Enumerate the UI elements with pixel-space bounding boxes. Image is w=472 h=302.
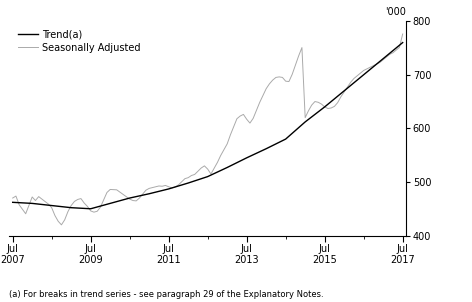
Text: (a) For breaks in trend series - see paragraph 29 of the Explanatory Notes.: (a) For breaks in trend series - see par…: [9, 290, 324, 299]
Text: '000: '000: [385, 7, 406, 17]
Legend: Trend(a), Seasonally Adjusted: Trend(a), Seasonally Adjusted: [14, 26, 145, 57]
